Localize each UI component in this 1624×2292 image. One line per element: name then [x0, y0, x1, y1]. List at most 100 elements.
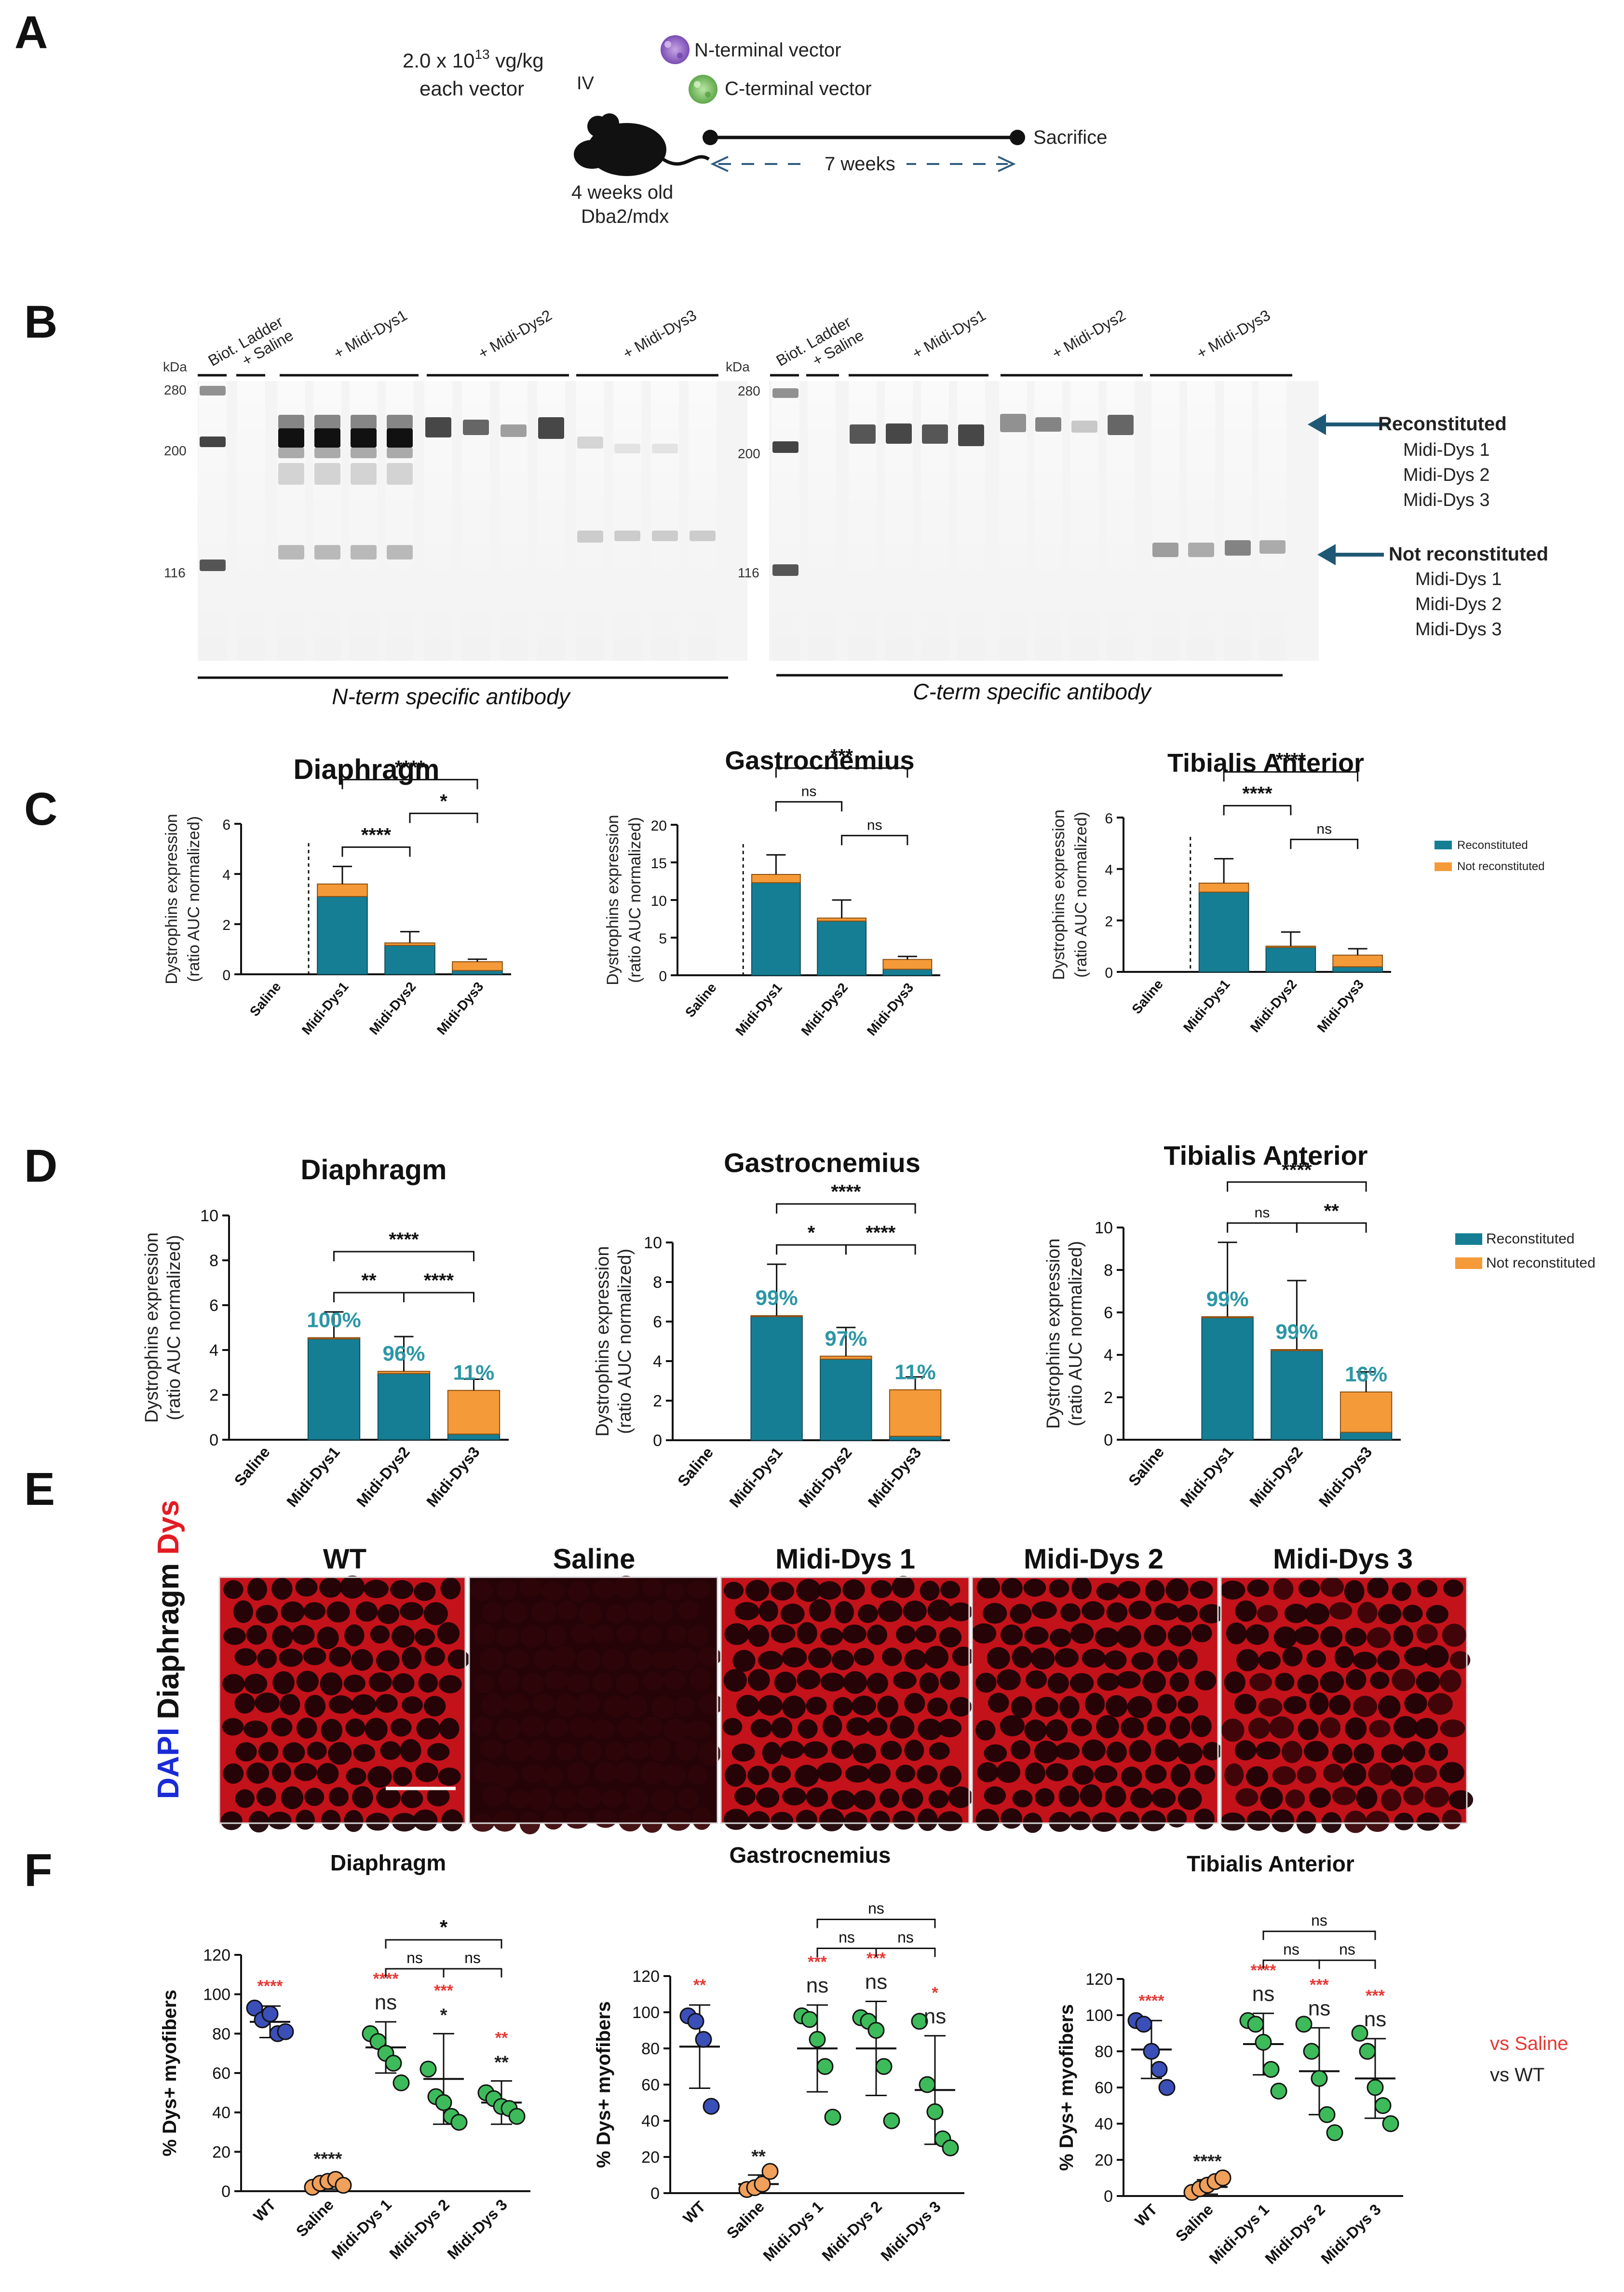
recon-title: Reconstituted: [1378, 413, 1507, 435]
gel-band: [387, 463, 413, 485]
y-axis-label: Dystrophins expression: [142, 1232, 162, 1423]
panel-letter-f: F: [24, 1844, 53, 1896]
sig-vs-saline: ***: [1310, 1976, 1329, 1994]
myofiber: [1282, 1646, 1303, 1667]
gel-markers-n: kDa 280 200 116: [163, 359, 187, 580]
myofiber: [833, 1697, 853, 1716]
y-tick-label: 6: [209, 1296, 218, 1315]
y-tick-label: 100: [203, 1986, 230, 2004]
myofiber: [1246, 1810, 1271, 1831]
sig-bracket: [841, 834, 908, 846]
myofiber: [1320, 1626, 1343, 1648]
legend-vs-wt: vs WT: [1490, 2064, 1544, 2086]
myofiber: [248, 1811, 270, 1833]
myofiber: [365, 1718, 388, 1741]
myofiber: [806, 1696, 827, 1715]
myofiber: [1151, 1788, 1176, 1808]
sig-vs-saline: *: [932, 1984, 938, 2002]
myofiber: [1344, 1580, 1365, 1603]
myofiber: [1011, 1740, 1031, 1760]
y-tick-label: 80: [212, 2025, 230, 2043]
y-tick-label: 10: [200, 1207, 218, 1225]
panel-letters: A B C D E F: [14, 7, 57, 1896]
myofiber: [1357, 1602, 1378, 1624]
bar-chart-5: Tibialis Anterior 0 2 4 6 8 10 Dystrophins expr…: [1043, 1140, 1401, 1510]
y-tick-label: 0: [222, 968, 230, 983]
myofiber: [1320, 1717, 1341, 1738]
myofiber: [427, 1743, 450, 1761]
micrograph-tile: [1220, 1576, 1474, 1834]
percent-label: 99%: [756, 1286, 798, 1310]
myofiber: [440, 1577, 461, 1599]
micro-col-dys1: Midi-Dys 1: [775, 1543, 915, 1575]
myofiber: [244, 1720, 268, 1738]
myofiber: [1297, 1766, 1316, 1784]
gel-band: [538, 417, 564, 439]
myofiber: [747, 1765, 770, 1786]
myofiber: [1345, 1627, 1367, 1647]
sig-vs-saline: ***: [1366, 1987, 1385, 2005]
myofiber: [845, 1765, 870, 1783]
myofiber: [747, 1624, 770, 1647]
sig-label: *: [440, 1916, 448, 1938]
bar-not-reconstituted: [384, 942, 435, 946]
myofiber: [1000, 1715, 1025, 1736]
data-point: [369, 2033, 387, 2050]
legend-d-recon-label: Reconstituted: [1486, 1231, 1574, 1247]
myofiber: [235, 1742, 257, 1762]
gel-lane: [651, 381, 679, 661]
myofiber: [1024, 1626, 1049, 1645]
recon-item-2: Midi-Dys 2: [1403, 465, 1489, 485]
bar-not-reconstituted: [817, 917, 867, 922]
gel-band: [577, 437, 603, 449]
myofiber: [1121, 1766, 1142, 1787]
sig-label: *: [808, 1222, 815, 1243]
y-tick-label: 120: [203, 1946, 230, 1965]
micrograph-column-labels: WT Saline Midi-Dys 1 Midi-Dys 2 Midi-Dys…: [323, 1543, 1413, 1575]
sig-bracket: [341, 778, 478, 790]
panel-letter-d: D: [24, 1140, 57, 1192]
bar-reconstituted: [750, 1316, 803, 1441]
gel-band: [314, 545, 340, 559]
myofiber: [724, 1623, 749, 1645]
bar-chart-1: Gastrocnemius 0 5 10 15 20 Dystrophins express…: [604, 745, 940, 1038]
sig-vs-saline: ****: [257, 1977, 284, 1995]
myofiber: [1281, 1741, 1302, 1763]
vector-c-label: C-terminal vector: [725, 78, 872, 99]
micrograph-border: [468, 1576, 718, 1824]
myofiber: [1104, 1650, 1127, 1670]
myofiber: [1049, 1579, 1069, 1598]
x-tick-label: Midi-Dys2: [366, 979, 419, 1037]
myofiber: [1368, 1762, 1394, 1786]
sig-bracket: [1318, 1959, 1376, 1969]
gel-band: [1225, 540, 1251, 556]
myofiber: [1392, 1669, 1416, 1692]
micrograph-strip: [218, 1575, 1474, 1835]
myofiber: [1071, 1719, 1092, 1736]
bar-reconstituted: [1332, 966, 1383, 973]
myofiber: [820, 1627, 843, 1646]
myofiber: [924, 1646, 949, 1669]
sig-bracket: [1296, 1222, 1367, 1233]
myofiber: [427, 1786, 450, 1807]
myofiber: [256, 1605, 278, 1624]
bar-reconstituted: [1271, 1350, 1323, 1440]
myofiber: [1069, 1811, 1091, 1830]
gel-band: [387, 448, 413, 458]
myofiber: [1169, 1716, 1191, 1739]
myofiber: [380, 1741, 401, 1760]
gel-lane: [808, 381, 836, 661]
x-tick-label: Midi-Dys1: [726, 1444, 786, 1511]
micrograph-border: [218, 1576, 466, 1824]
myofiber: [1296, 1811, 1316, 1834]
myofiber: [439, 1718, 460, 1740]
bar-not-reconstituted: [1271, 1349, 1323, 1351]
gel-band: [351, 448, 377, 458]
antibody-n-label: N-term specific antibody: [332, 684, 571, 709]
myofiber: [975, 1672, 997, 1693]
myofiber: [1000, 1624, 1023, 1646]
gel-lane: [885, 381, 913, 661]
y-tick-label: 0: [1104, 2187, 1113, 2206]
gel-band: [652, 531, 678, 541]
gel-n-term: [198, 381, 747, 661]
